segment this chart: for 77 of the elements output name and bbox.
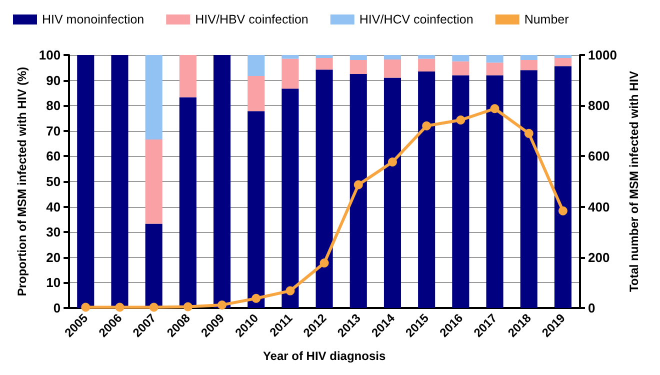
point (490, 104, 500, 114)
bar (282, 58, 299, 89)
bar (452, 61, 470, 76)
point (422, 121, 432, 130)
x-axis-title: Year of HIV diagnosis (262, 349, 386, 363)
bar (145, 224, 162, 308)
point (218, 300, 227, 310)
bar (179, 97, 196, 308)
bar (316, 55, 333, 58)
point (388, 158, 397, 167)
bar (316, 70, 333, 308)
bar (282, 55, 299, 59)
point (81, 302, 90, 312)
bar (554, 58, 572, 66)
bar (248, 55, 265, 76)
bar (145, 55, 162, 140)
y2-tick-label: 600 (588, 148, 610, 164)
bar (179, 55, 196, 98)
bar (316, 58, 333, 70)
bar (486, 75, 504, 308)
bar (350, 74, 367, 308)
bar (452, 55, 470, 62)
y-tick-label: 70 (46, 123, 61, 138)
bar (418, 58, 436, 72)
y2-tick-label: 0 (588, 300, 596, 316)
bar (486, 55, 504, 63)
bar (520, 70, 538, 308)
y-tick-label: 20 (46, 250, 61, 265)
y-tick-label: 100 (38, 48, 61, 62)
y2-tick-label: 400 (588, 199, 610, 214)
y2-tick-label: 1000 (588, 48, 617, 62)
y2-tick-label: 800 (588, 98, 610, 114)
bar (418, 71, 436, 308)
y-axis-title: Proportion of MSM infected with HIV (%) (15, 66, 29, 296)
bar (486, 62, 504, 76)
legend-label: HIV monoinfection (42, 12, 144, 26)
legend-label: HIV/HBV coinfection (195, 12, 308, 26)
bar (77, 55, 94, 308)
y-tick-label: 90 (46, 72, 61, 88)
bar (282, 88, 299, 308)
bar (418, 55, 436, 59)
point (558, 206, 568, 216)
bar (248, 76, 265, 112)
y2-tick-label: 200 (588, 250, 610, 265)
bar (520, 55, 538, 60)
point (286, 286, 295, 296)
bar (350, 60, 367, 74)
y-tick-label: 80 (46, 98, 61, 114)
point (252, 294, 261, 303)
point (456, 116, 466, 125)
point (149, 302, 158, 312)
point (115, 302, 124, 312)
bar (554, 55, 572, 58)
point (524, 128, 534, 138)
y2-axis-title: Total number of MSM infected with HIV (626, 70, 641, 292)
bar (111, 55, 128, 308)
bar (554, 66, 572, 308)
point (183, 302, 192, 312)
bar (452, 75, 470, 308)
bar (145, 140, 162, 224)
y-tick-label: 60 (46, 148, 61, 164)
bar (384, 78, 402, 308)
bar (350, 55, 367, 60)
bar (384, 55, 402, 60)
y-tick-label: 0 (53, 300, 61, 316)
y-tick-label: 30 (46, 224, 61, 240)
bar (213, 55, 231, 308)
bar (248, 111, 265, 308)
y-tick-label: 40 (46, 199, 61, 214)
bar (520, 60, 538, 70)
legend-label: Number (524, 12, 569, 26)
bar (384, 60, 402, 78)
y-tick-label: 50 (46, 174, 61, 189)
y-tick-label: 10 (46, 275, 61, 290)
point (354, 180, 363, 190)
point (320, 258, 329, 268)
legend-label: HIV/HCV coinfection (359, 12, 474, 26)
